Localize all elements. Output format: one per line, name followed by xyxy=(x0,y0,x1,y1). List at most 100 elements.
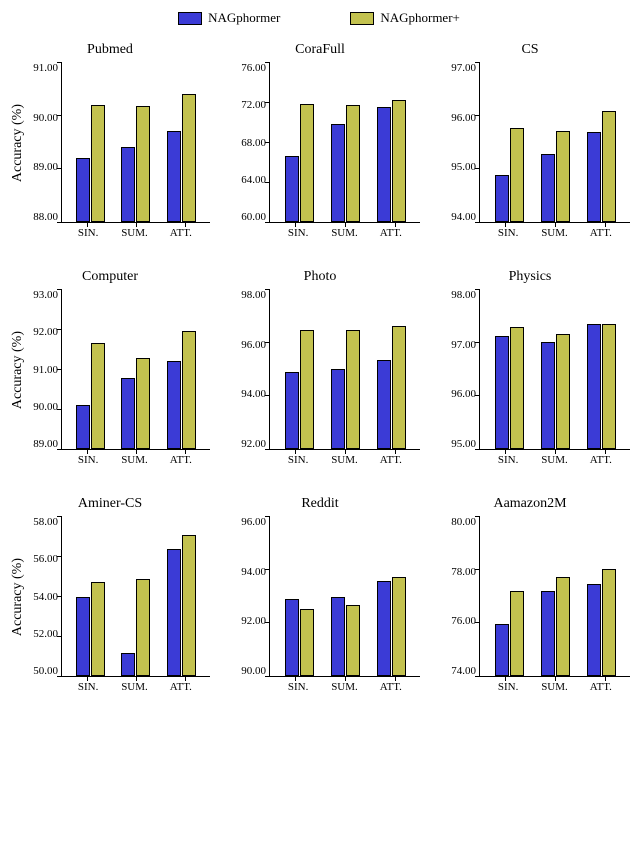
bar-series-a xyxy=(377,581,391,676)
bar-series-a xyxy=(331,597,345,676)
bar-group xyxy=(326,330,365,449)
bar-series-a xyxy=(121,147,135,222)
legend-item-b: NAGphormer+ xyxy=(350,10,460,26)
bar-series-a xyxy=(587,132,601,222)
bar-group xyxy=(372,100,411,222)
bar-series-a xyxy=(331,369,345,449)
y-tick-labels: 97.0096.0095.0094.00 xyxy=(446,63,479,223)
plot-box xyxy=(479,63,630,223)
y-axis-label: Accuracy (%) xyxy=(10,104,26,182)
bar-series-a xyxy=(76,405,90,449)
plot-box xyxy=(269,290,420,450)
panel-title: Pubmed xyxy=(10,42,210,58)
bar-series-a xyxy=(331,124,345,222)
bar-series-a xyxy=(121,653,135,676)
y-axis-label: Accuracy (%) xyxy=(10,558,26,636)
bar-series-b xyxy=(510,128,524,222)
panel-title: CS xyxy=(430,42,630,58)
y-tick-labels: 80.0078.0076.0074.00 xyxy=(446,517,479,677)
bar-series-b xyxy=(392,100,406,222)
x-tick-labels: SIN.SUM.ATT. xyxy=(59,450,210,466)
plot-box xyxy=(479,290,630,450)
bar-series-a xyxy=(541,591,555,676)
bar-series-a xyxy=(167,361,181,449)
bar-series-b xyxy=(136,579,150,676)
panel-title: Computer xyxy=(10,269,210,285)
chart-panel: CoraFull 76.0072.0068.0064.0060.00 SIN.S… xyxy=(220,42,420,239)
bar-series-b xyxy=(136,106,150,222)
legend-label-b: NAGphormer+ xyxy=(380,10,460,26)
bar-group xyxy=(372,577,411,676)
bar-group xyxy=(582,569,621,676)
chart-panel: CS 97.0096.0095.0094.00 SIN.SUM.ATT. xyxy=(430,42,630,239)
bar-series-b xyxy=(346,105,360,222)
bar-group xyxy=(72,105,110,222)
bar-group xyxy=(326,597,365,676)
bar-series-a xyxy=(541,342,555,449)
bar-series-a xyxy=(121,378,135,449)
y-tick-labels: 98.0097.0096.0095.00 xyxy=(446,290,479,450)
bar-group xyxy=(582,324,621,449)
legend-label-a: NAGphormer xyxy=(208,10,280,26)
bar-group xyxy=(72,343,110,449)
y-tick-labels: 91.0090.0089.0088.00 xyxy=(28,63,61,223)
bar-series-a xyxy=(167,131,181,222)
bar-series-b xyxy=(182,94,196,222)
bar-series-b xyxy=(602,569,616,676)
bar-group xyxy=(490,327,529,449)
panel-title: CoraFull xyxy=(220,42,420,58)
bar-group xyxy=(280,330,319,449)
bar-series-b xyxy=(300,330,314,449)
bar-group xyxy=(536,577,575,676)
y-tick-labels: 76.0072.0068.0064.0060.00 xyxy=(236,63,269,223)
bar-series-b xyxy=(346,605,360,676)
bar-series-a xyxy=(76,158,90,222)
bar-series-a xyxy=(541,154,555,222)
bar-series-b xyxy=(556,131,570,222)
bar-series-b xyxy=(136,358,150,449)
bar-group xyxy=(162,535,200,676)
plot-box xyxy=(61,290,210,450)
plot-box xyxy=(269,517,420,677)
y-tick-labels: 98.0096.0094.0092.00 xyxy=(236,290,269,450)
bar-series-b xyxy=(300,104,314,222)
plot-box xyxy=(479,517,630,677)
x-tick-labels: SIN.SUM.ATT. xyxy=(59,677,210,693)
panel-title: Reddit xyxy=(220,496,420,512)
bar-series-b xyxy=(182,535,196,676)
chart-panel: Physics 98.0097.0096.0095.00 SIN.SUM.ATT… xyxy=(430,269,630,466)
panel-title: Aamazon2M xyxy=(430,496,630,512)
bar-series-b xyxy=(91,105,105,222)
bar-series-a xyxy=(587,584,601,676)
bar-series-b xyxy=(556,577,570,676)
panel-title: Physics xyxy=(430,269,630,285)
bar-group xyxy=(117,579,155,676)
bar-group xyxy=(162,94,200,222)
bar-group xyxy=(372,326,411,449)
y-tick-labels: 93.0092.0091.0090.0089.00 xyxy=(28,290,61,450)
bar-series-b xyxy=(182,331,196,449)
y-axis-label: Accuracy (%) xyxy=(10,331,26,409)
plot-box xyxy=(269,63,420,223)
bar-group xyxy=(117,358,155,449)
bar-series-a xyxy=(495,624,509,676)
chart-panel: Aminer-CS Accuracy (%) 58.0056.0054.0052… xyxy=(10,496,210,693)
chart-panel: Reddit 96.0094.0092.0090.00 SIN.SUM.ATT. xyxy=(220,496,420,693)
bar-series-b xyxy=(510,327,524,449)
bar-series-a xyxy=(76,597,90,676)
chart-grid: Pubmed Accuracy (%) 91.0090.0089.0088.00… xyxy=(0,42,638,693)
bar-series-b xyxy=(510,591,524,676)
bar-series-b xyxy=(392,326,406,449)
bar-group xyxy=(490,591,529,676)
chart-panel: Aamazon2M 80.0078.0076.0074.00 SIN.SUM.A… xyxy=(430,496,630,693)
bar-group xyxy=(582,111,621,222)
chart-panel: Pubmed Accuracy (%) 91.0090.0089.0088.00… xyxy=(10,42,210,239)
legend-swatch-a xyxy=(178,12,202,25)
bar-series-a xyxy=(285,372,299,449)
plot-box xyxy=(61,63,210,223)
bar-series-a xyxy=(285,599,299,676)
bar-series-b xyxy=(556,334,570,449)
panel-title: Photo xyxy=(220,269,420,285)
bar-series-b xyxy=(91,582,105,676)
legend: NAGphormer NAGphormer+ xyxy=(0,10,638,26)
